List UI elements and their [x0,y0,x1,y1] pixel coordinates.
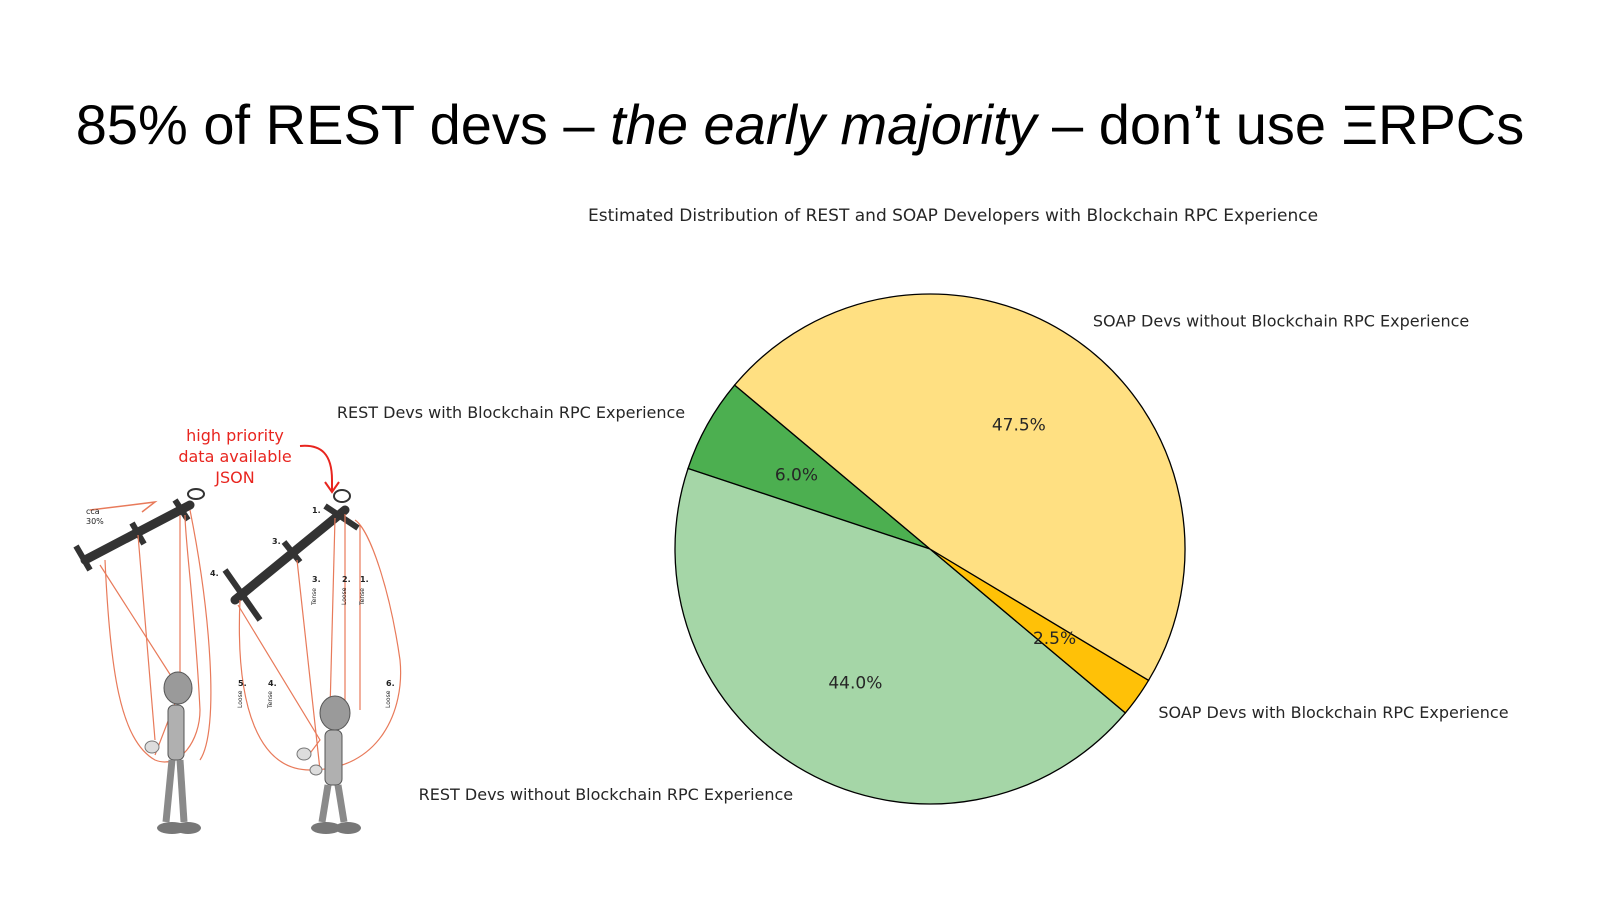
pct-label-soap-devs-without-blockchain-rpc-experience: 47.5% [992,415,1046,435]
title-part-2: – don’t use ΞRPCs [1036,93,1525,156]
angle-label-line-1: cca [86,507,100,516]
tension-label-2: Loose [341,587,348,605]
title-part-1: 85% of REST devs – [75,93,611,156]
priority-annotation: high priority data available JSON [178,426,340,494]
category-label-soap-devs-without-blockchain-rpc-experience: SOAP Devs without Blockchain RPC Experie… [1093,312,1469,331]
pct-label-rest-devs-without-blockchain-rpc-experience: 44.0% [828,674,882,694]
right-control-bar: 1. 3. 4. [210,489,360,622]
category-label-rest-devs-with-blockchain-rpc-experience: REST Devs with Blockchain RPC Experience [337,403,685,422]
tension-label-6: Loose [385,690,392,708]
tension-label-1: Tense [311,588,318,606]
string-number-1: 1. [360,575,369,584]
left-control-bar: cca 30% [73,488,205,572]
string-number-1-top: 1. [312,506,321,515]
left-skeleton [144,671,201,834]
string-number-5: 5. [238,679,247,688]
angle-label-line-2: 30% [86,517,104,526]
pct-label-soap-devs-with-blockchain-rpc-experience: 2.5% [1033,629,1076,649]
tension-label-3: Tense [359,588,366,606]
category-label-soap-devs-with-blockchain-rpc-experience: SOAP Devs with Blockchain RPC Experience [1158,703,1508,722]
string-number-4-top: 4. [210,569,219,578]
marionette-illustration: cca 30% high priority data available JSO… [73,426,402,834]
right-skeleton [296,695,361,834]
category-label-rest-devs-without-blockchain-rpc-experience: REST Devs without Blockchain RPC Experie… [419,785,793,804]
pct-label-rest-devs-with-blockchain-rpc-experience: 6.0% [775,465,818,485]
string-number-3-top: 3. [272,537,281,546]
pie-slice-rest-devs-without-blockchain-rpc-experience [674,467,1127,805]
annotation-line-3: JSON [214,468,254,487]
string-labels: 3. 2. 1. 5. 4. 6. Tense Loose Tense Tens… [237,575,395,709]
title-emphasis: the early majority [610,93,1037,156]
annotation-line-1: high priority [186,426,284,445]
annotation-line-2: data available [178,447,291,466]
slide-title: 85% of REST devs – the early majority – … [0,92,1600,157]
tension-label-5: Loose [237,690,244,708]
annotation-arrow [299,444,333,490]
right-strings [237,514,402,771]
pie-slice-soap-devs-without-blockchain-rpc-experience [733,293,1186,682]
string-number-4: 4. [268,679,277,688]
chart-title: Estimated Distribution of REST and SOAP … [588,206,1318,226]
string-number-6: 6. [386,679,395,688]
string-number-2: 2. [342,575,351,584]
string-number-3: 3. [312,575,321,584]
tension-label-4: Tense [267,691,274,709]
